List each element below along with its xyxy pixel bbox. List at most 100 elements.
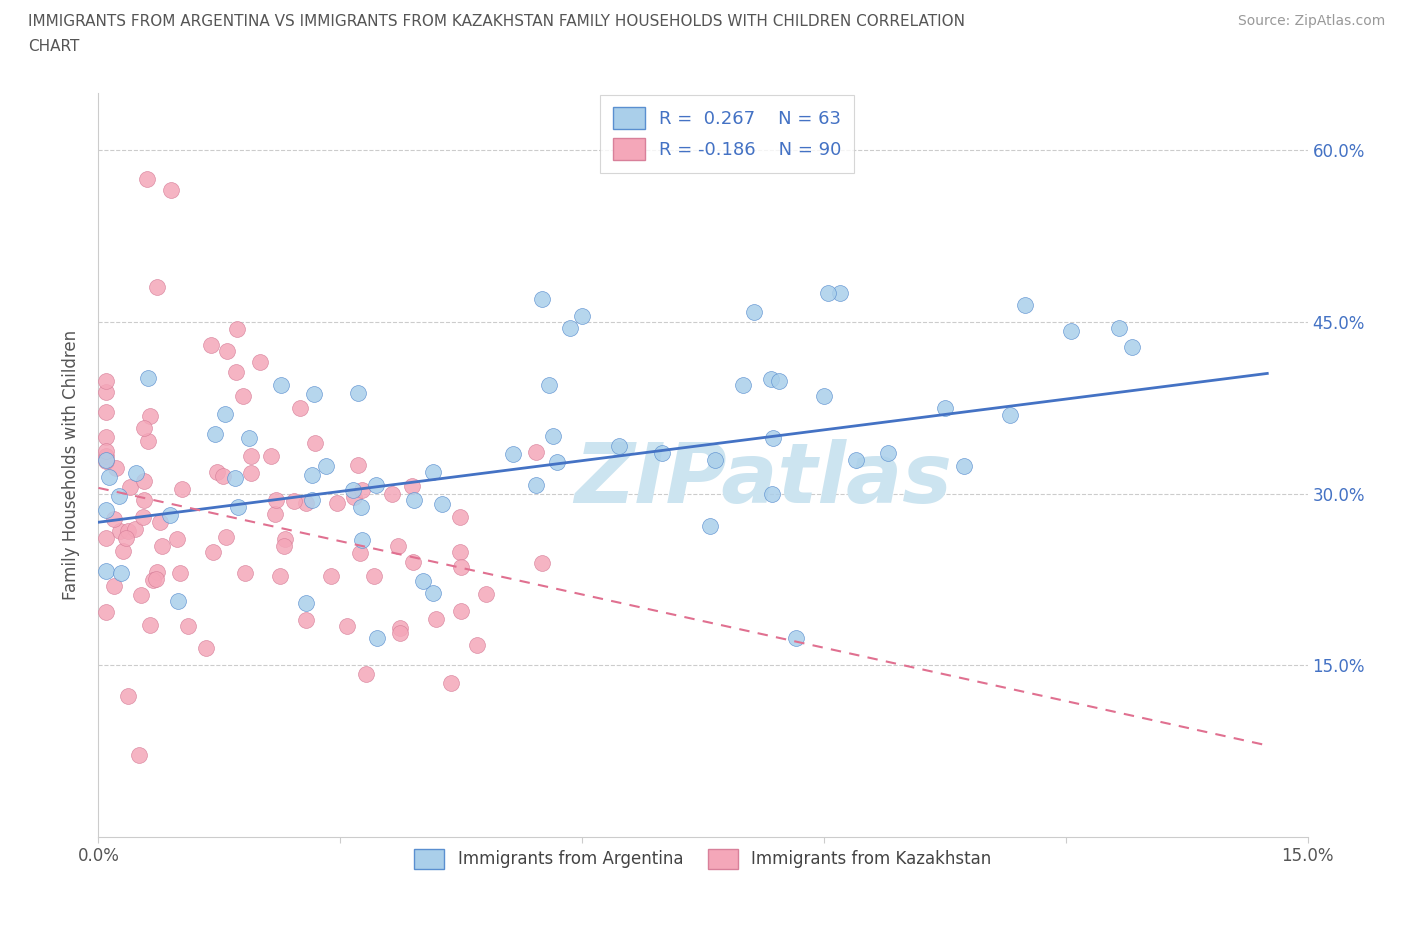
Point	[733, 378, 755, 392]
Point	[240, 466, 263, 481]
Point	[350, 483, 373, 498]
Point	[200, 338, 222, 352]
Point	[120, 480, 142, 495]
Point	[607, 439, 630, 454]
Point	[134, 421, 156, 436]
Point	[124, 521, 146, 536]
Point	[177, 618, 200, 633]
Point	[742, 305, 765, 320]
Point	[845, 453, 868, 468]
Point	[530, 292, 553, 307]
Point	[240, 448, 263, 463]
Text: CHART: CHART	[28, 39, 80, 54]
Point	[412, 573, 434, 588]
Point	[349, 546, 371, 561]
Point	[402, 493, 425, 508]
Point	[301, 492, 323, 507]
Point	[364, 477, 387, 492]
Point	[160, 183, 183, 198]
Point	[336, 618, 359, 633]
Point	[350, 499, 373, 514]
Legend: Immigrants from Argentina, Immigrants from Kazakhstan: Immigrants from Argentina, Immigrants fr…	[402, 837, 1004, 881]
Point	[96, 604, 118, 619]
Point	[166, 531, 188, 546]
Point	[146, 565, 169, 579]
Point	[354, 667, 377, 682]
Point	[1060, 324, 1083, 339]
Point	[828, 286, 851, 300]
Point	[214, 529, 236, 544]
Point	[134, 473, 156, 488]
Point	[402, 555, 425, 570]
Point	[195, 641, 218, 656]
Point	[768, 374, 790, 389]
Point	[96, 384, 118, 399]
Point	[319, 568, 342, 583]
Point	[136, 371, 159, 386]
Point	[139, 618, 162, 632]
Point	[269, 568, 291, 583]
Point	[232, 389, 254, 404]
Point	[449, 545, 471, 560]
Point	[813, 388, 835, 403]
Point	[166, 593, 188, 608]
Point	[96, 531, 118, 546]
Point	[249, 354, 271, 369]
Point	[342, 489, 364, 504]
Point	[145, 572, 167, 587]
Point	[264, 507, 287, 522]
Point	[998, 407, 1021, 422]
Point	[214, 407, 236, 422]
Point	[238, 431, 260, 445]
Point	[524, 477, 547, 492]
Point	[233, 565, 256, 580]
Point	[96, 453, 118, 468]
Point	[315, 458, 337, 473]
Point	[302, 387, 325, 402]
Point	[226, 322, 249, 337]
Point	[117, 689, 139, 704]
Point	[96, 564, 118, 578]
Point	[762, 431, 785, 445]
Text: IMMIGRANTS FROM ARGENTINA VS IMMIGRANTS FROM KAZAKHSTAN FAMILY HOUSEHOLDS WITH C: IMMIGRANTS FROM ARGENTINA VS IMMIGRANTS …	[28, 14, 965, 29]
Point	[96, 430, 118, 445]
Point	[449, 510, 471, 525]
Point	[401, 479, 423, 494]
Point	[273, 538, 295, 553]
Text: Source: ZipAtlas.com: Source: ZipAtlas.com	[1237, 14, 1385, 28]
Point	[387, 539, 409, 554]
Point	[475, 586, 498, 601]
Point	[111, 543, 134, 558]
Point	[159, 508, 181, 523]
Point	[132, 510, 155, 525]
Point	[450, 604, 472, 618]
Point	[132, 493, 155, 508]
Point	[301, 468, 323, 483]
Point	[651, 446, 673, 461]
Point	[169, 565, 191, 580]
Text: ZIPatlas: ZIPatlas	[575, 439, 952, 521]
Point	[817, 286, 839, 300]
Point	[274, 531, 297, 546]
Point	[934, 400, 956, 415]
Point	[270, 378, 292, 392]
Point	[288, 400, 311, 415]
Point	[1108, 321, 1130, 336]
Point	[785, 631, 807, 645]
Point	[526, 445, 548, 459]
Point	[103, 512, 125, 527]
Point	[703, 453, 725, 468]
Point	[135, 171, 157, 186]
Point	[538, 378, 561, 392]
Point	[150, 538, 173, 553]
Point	[96, 405, 118, 419]
Point	[346, 386, 368, 401]
Point	[953, 458, 976, 473]
Point	[125, 465, 148, 480]
Point	[530, 555, 553, 570]
Point	[366, 631, 388, 645]
Point	[294, 613, 316, 628]
Point	[450, 560, 472, 575]
Point	[761, 372, 783, 387]
Point	[502, 446, 524, 461]
